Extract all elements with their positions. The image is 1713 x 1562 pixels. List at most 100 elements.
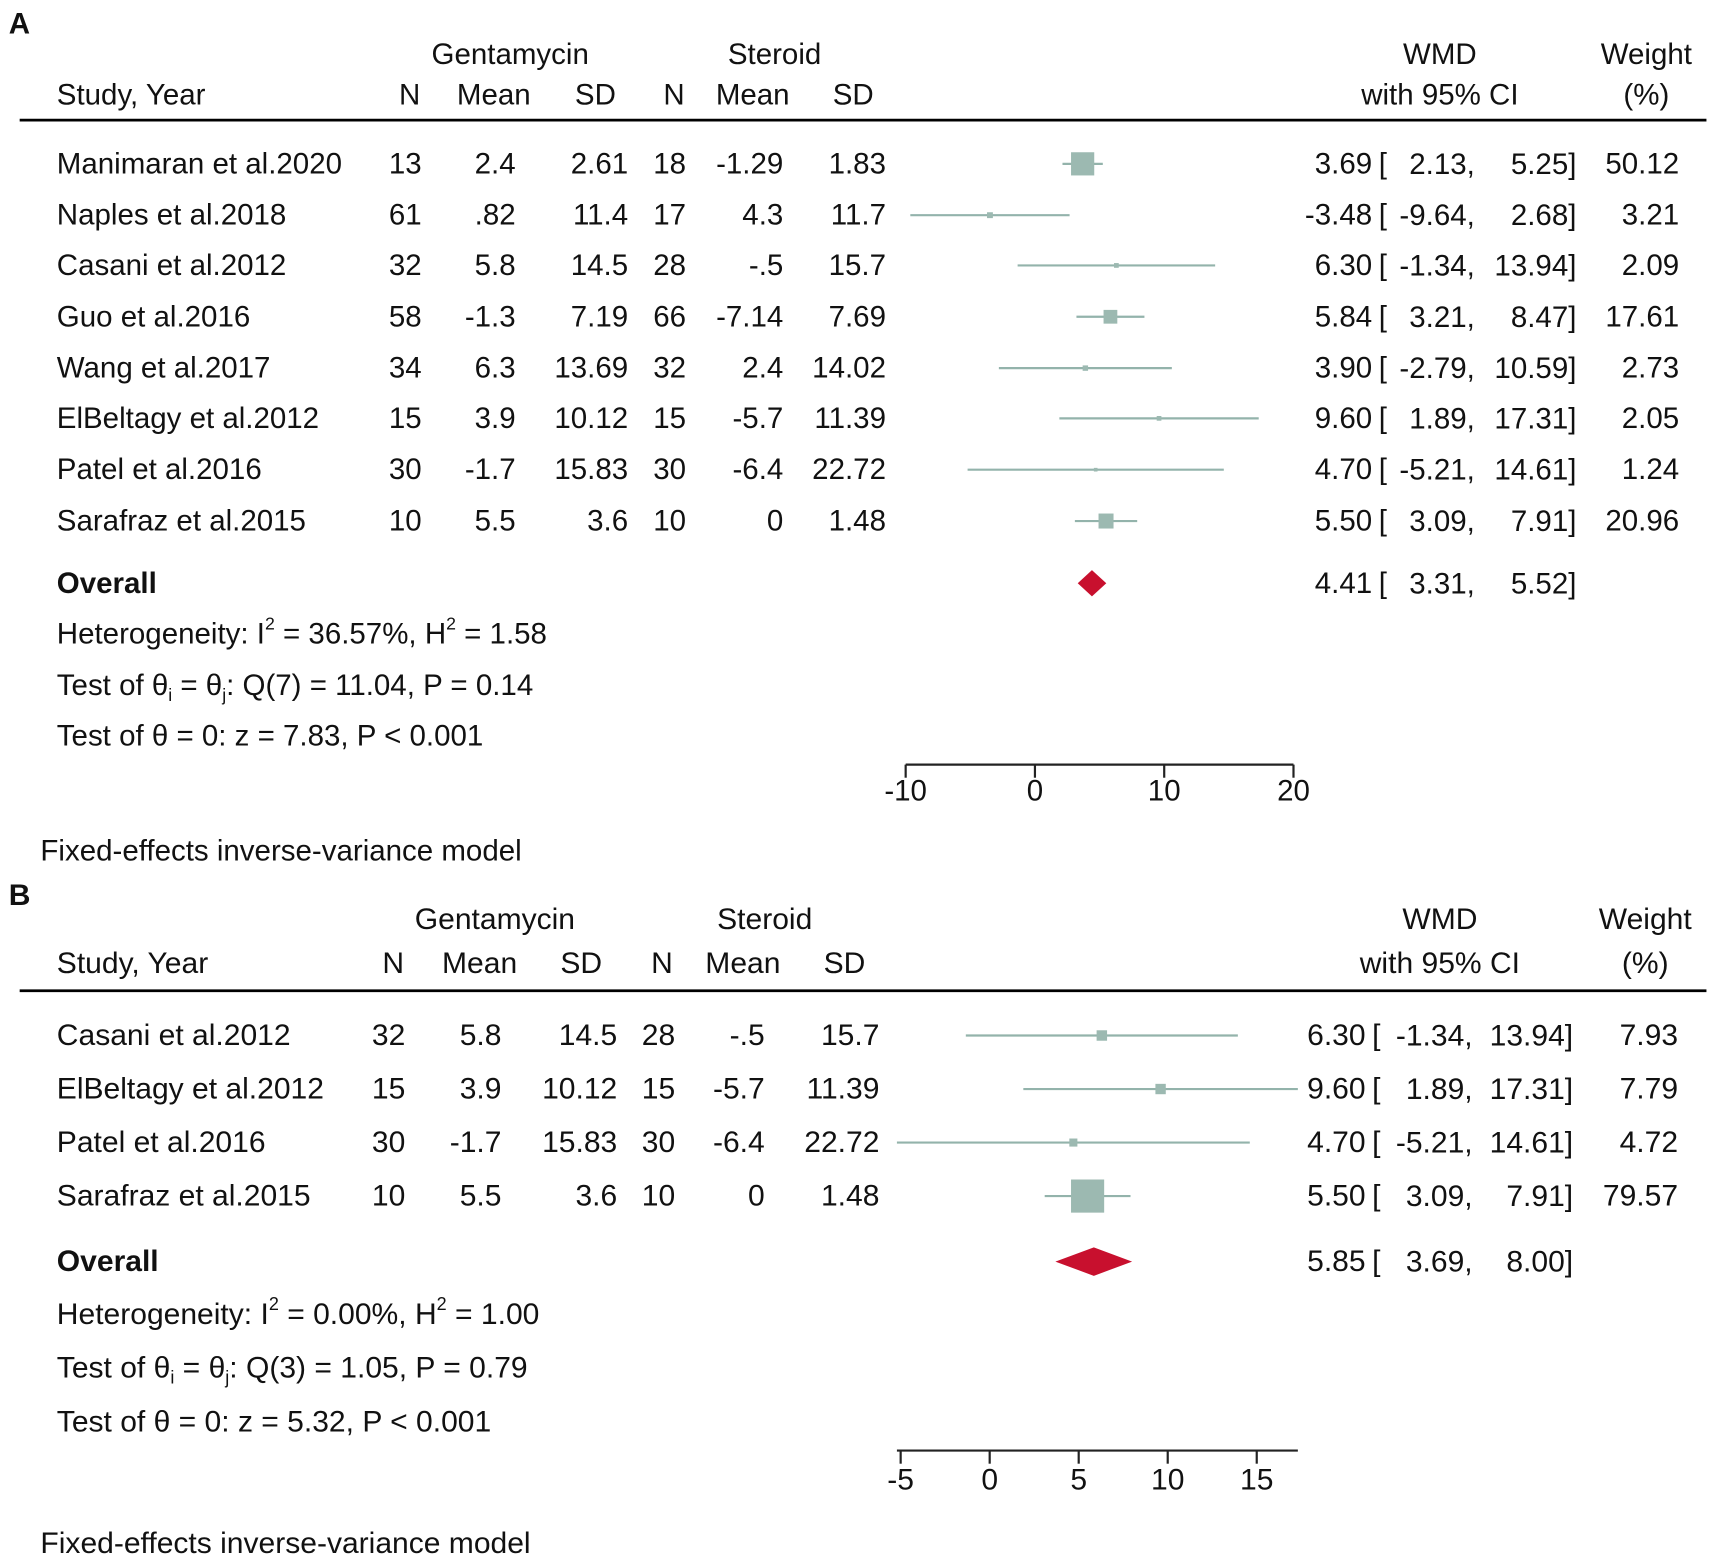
study-name: Patel et al.2016 [57, 453, 262, 486]
cell-n2: 18 [653, 147, 686, 180]
ci-lower: 1.89, [1409, 402, 1475, 435]
x-axis: -5 0 5 10 15 [887, 1449, 1298, 1497]
cell-sd2: 1.83 [829, 147, 886, 180]
ci-open-bracket: [ [1379, 505, 1387, 538]
ci-upper: 17.31] [1494, 402, 1576, 435]
weight-value: 3.21 [1622, 199, 1679, 232]
overall-diamond [1055, 1247, 1133, 1276]
cell-sd2: 15.7 [829, 249, 886, 282]
ci-upper-value: 13.94 [1494, 249, 1568, 282]
cell-n1: 32 [372, 1019, 405, 1052]
ci-separator: , [1467, 147, 1475, 180]
ci-lower-value: -5.21 [1396, 1126, 1464, 1159]
q-test-text: Test of θ [57, 668, 168, 701]
cell-mean2: 0 [748, 1180, 765, 1213]
weight-box [1098, 513, 1114, 529]
ci-upper: 2.68] [1511, 199, 1577, 232]
ci-upper: 13.94] [1490, 1019, 1574, 1052]
statistics: Heterogeneity: I2 = 36.57%, H2 = 1.58 Tes… [57, 614, 547, 753]
ci-open-bracket: [ [1379, 147, 1387, 180]
cell-mean1: -1.7 [465, 453, 516, 486]
wmd-value: 6.30 [1307, 1019, 1365, 1052]
i2-superscript: 2 [265, 614, 275, 634]
cell-sd1: 3.6 [587, 505, 628, 538]
cell-sd1: 13.69 [554, 352, 628, 385]
ci-lower: -9.64, [1399, 199, 1474, 232]
mean1-header: Mean [457, 79, 531, 112]
study-name: ElBeltagy et al.2012 [57, 402, 319, 435]
ci-upper-value: 2.68 [1511, 199, 1568, 232]
study-row: Wang et al.2017 34 6.3 13.69 32 2.4 14.02 3.90[… [57, 352, 1679, 385]
study-name: Naples et al.2018 [57, 199, 287, 232]
cell-sd2: 14.02 [812, 352, 886, 385]
n2-header: N [663, 79, 684, 112]
mean2-header: Mean [716, 79, 790, 112]
ci-upper-value: 13.94 [1490, 1019, 1565, 1052]
ci-separator: , [1467, 505, 1475, 538]
ci-upper-value: 5.52 [1511, 567, 1568, 600]
ci-close-bracket: ] [1568, 147, 1576, 180]
cell-mean1: -1.3 [465, 300, 516, 333]
ci-close-bracket: ] [1565, 1126, 1573, 1159]
ci-lower-value: -1.34 [1396, 1019, 1464, 1052]
ci-upper: 14.61] [1494, 453, 1576, 486]
ci-separator: , [1464, 1180, 1472, 1213]
ci-lower-value: 3.09 [1406, 1180, 1464, 1213]
ci-lower-value: -9.64 [1399, 199, 1466, 232]
ci-open-bracket: [ [1379, 199, 1387, 232]
cell-n2: 17 [653, 199, 686, 232]
ci-lower: 3.69, [1406, 1245, 1473, 1278]
cell-n1: 30 [372, 1126, 405, 1159]
study-name: Guo et al.2016 [57, 300, 250, 333]
weight-value: 17.61 [1605, 300, 1679, 333]
study-header: Study, Year [57, 947, 208, 980]
heterogeneity-stat: Heterogeneity: I2 = 36.57%, H2 = 1.58 [57, 614, 547, 650]
cell-n2: 10 [642, 1180, 675, 1213]
cell-mean2: 2.4 [742, 352, 783, 385]
overall-row: Overall 5.85[3.69, 8.00] [57, 1245, 1573, 1278]
theta-j-subscript: j [224, 1368, 229, 1388]
theta-i-subscript: i [168, 685, 172, 705]
cell-mean1: 6.3 [475, 352, 516, 385]
heterogeneity-i2-value: = 0.00%, H [279, 1298, 437, 1331]
cell-n2: 15 [653, 402, 686, 435]
cell-mean1: 5.5 [460, 1180, 502, 1213]
ci-upper: 14.61] [1490, 1126, 1574, 1159]
cell-mean2: -1.29 [716, 147, 783, 180]
ci-upper-value: 8.47 [1511, 300, 1568, 333]
ci-close-bracket: ] [1568, 505, 1576, 538]
ci-lower: 3.09, [1409, 505, 1475, 538]
cell-n1: 34 [389, 352, 422, 385]
cell-n2: 10 [653, 505, 686, 538]
weight-value: 7.79 [1620, 1073, 1678, 1106]
weight-box [1069, 1138, 1078, 1147]
cell-mean2: 0 [767, 505, 783, 538]
ci-lower-value: -1.34 [1399, 249, 1466, 282]
group2-header: Steroid [728, 38, 821, 71]
wmd-value: 5.85 [1307, 1245, 1365, 1278]
weight-header: Weight [1599, 903, 1693, 936]
cell-sd2: 22.72 [804, 1126, 879, 1159]
study-row: Patel et al.2016 30 -1.7 15.83 30 -6.4 22.72 4.… [57, 453, 1679, 486]
cell-mean2: 4.3 [742, 199, 783, 232]
study-name: Casani et al.2012 [57, 249, 287, 282]
q-test-stat: Test of θi = θj: Q(3) = 1.05, P = 0.79 [57, 1351, 528, 1387]
cell-sd2: 1.48 [829, 505, 886, 538]
z-test-stat: Test of θ = 0: z = 5.32, P < 0.001 [57, 1406, 491, 1439]
overall-label: Overall [57, 567, 157, 600]
ci-close-bracket: ] [1568, 402, 1576, 435]
sd2-header: SD [824, 947, 866, 980]
cell-sd1: 10.12 [554, 402, 628, 435]
ci-header: with 95% CI [1359, 947, 1520, 980]
wmd-value: 5.84 [1315, 300, 1372, 333]
wmd-value: 5.50 [1307, 1180, 1365, 1213]
heterogeneity-stat: Heterogeneity: I2 = 0.00%, H2 = 1.00 [57, 1294, 540, 1330]
cell-sd2: 15.7 [821, 1019, 879, 1052]
cell-n2: 15 [642, 1073, 675, 1106]
ci-lower: 3.31, [1409, 567, 1475, 600]
study-header: Study, Year [57, 79, 206, 112]
cell-mean2: -.5 [730, 1019, 765, 1052]
ci-lower: 2.13, [1409, 147, 1475, 180]
ci-close-bracket: ] [1565, 1073, 1573, 1106]
x-axis-tick-label: 15 [1240, 1464, 1273, 1497]
